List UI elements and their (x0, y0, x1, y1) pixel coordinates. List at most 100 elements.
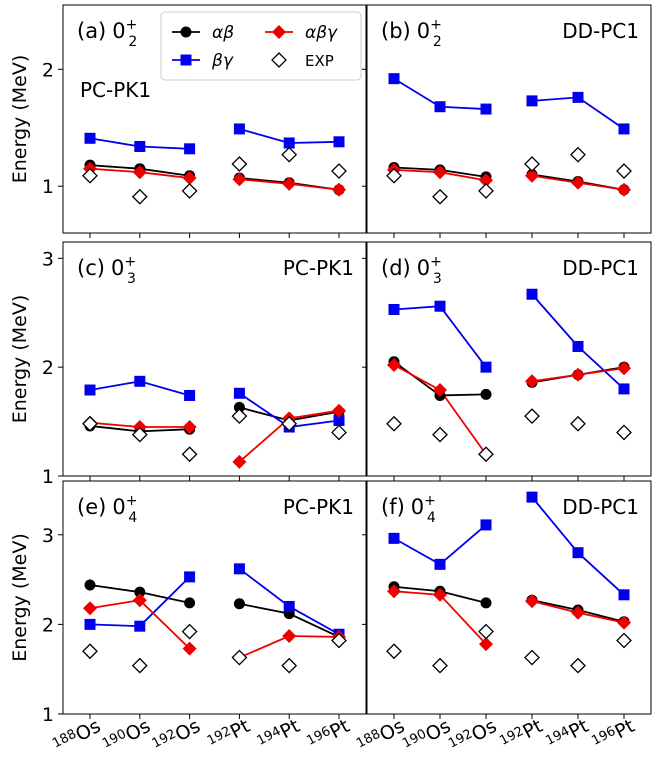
y-tick-label: 2 (42, 59, 54, 81)
isotope-element: Pt (227, 715, 254, 743)
state-sub: 4 (128, 510, 137, 526)
state-sub: 3 (433, 271, 442, 287)
point-bg (184, 571, 196, 583)
point-abg (232, 172, 247, 187)
state-base: 0 (417, 19, 430, 43)
point-bg (388, 73, 400, 85)
point-bg (134, 140, 146, 152)
point-exp (432, 188, 448, 205)
y-tick-label: 1 (42, 704, 54, 726)
panel-frame (62, 241, 367, 477)
y-tick-label: 2 (42, 357, 54, 379)
point-exp (386, 415, 402, 432)
point-abg (525, 374, 539, 389)
point-exp (181, 446, 198, 463)
point-exp (616, 163, 632, 179)
state-sub: 3 (127, 271, 136, 287)
point-abg (332, 182, 346, 197)
y-axis-label: Energy (MeV) (9, 533, 31, 661)
panel-5: (f) 0+ 4 DD-PC1 188Os190Os192Os192Pt194Pt196… (354, 480, 652, 758)
isotope-element: Os (122, 715, 154, 746)
model-label: DD-PC1 (562, 19, 639, 43)
panel-letter: (d) (381, 256, 411, 280)
legend: αβ αβγ βγ EXP (160, 11, 362, 81)
isotope-element: Os (172, 715, 204, 746)
point-abg (617, 361, 631, 376)
point-abg (132, 593, 147, 608)
state-base: 0 (411, 495, 424, 519)
point-abg (617, 182, 631, 197)
x-tick-label: 196Pt (589, 715, 638, 755)
panel-label: (e) 0+ 4 (77, 493, 137, 526)
state-base: 0 (111, 256, 124, 280)
point-bg (233, 123, 245, 135)
model-label: DD-PC1 (562, 495, 639, 519)
point-exp (131, 188, 148, 205)
panel-letter: (f) (381, 495, 405, 519)
point-exp (281, 657, 298, 674)
isotope-element: Pt (277, 715, 304, 743)
point-bg (283, 600, 295, 612)
point-bg (480, 103, 492, 115)
panel-letter: (a) (77, 19, 106, 43)
panel-frame (366, 4, 652, 234)
model-label: PC-PK1 (283, 495, 354, 519)
point-abg (182, 420, 197, 435)
panel-letter: (e) (77, 495, 106, 519)
point-exp (331, 424, 347, 441)
isotope-element: Os (468, 715, 500, 746)
y-axis-label: Energy (MeV) (9, 295, 31, 423)
x-tick-label: 192Pt (497, 715, 546, 755)
x-tick-label: 192Pt (205, 715, 254, 755)
model-label: DD-PC1 (562, 256, 639, 280)
x-tick-label: 188Os (50, 715, 104, 758)
point-abg (571, 367, 585, 382)
panel-frame (366, 241, 652, 477)
point-abg (479, 637, 493, 652)
x-tick-label: 190Os (400, 715, 454, 758)
point-abg (525, 594, 539, 609)
x-tick-label: 194Pt (255, 715, 304, 755)
point-abg (232, 454, 247, 469)
point-abg (387, 357, 401, 372)
point-abg (282, 629, 297, 644)
point-ab (233, 401, 245, 413)
point-exp (131, 657, 148, 674)
point-abg (571, 175, 585, 190)
point-bg (572, 547, 584, 559)
state-sup: + (126, 493, 138, 509)
panel-1: (b) 0+ 2 DD-PC1 (362, 4, 652, 238)
point-bg (434, 300, 446, 312)
point-bg (572, 340, 584, 352)
point-exp (478, 182, 494, 199)
point-bg (618, 123, 630, 135)
point-bg (434, 558, 446, 570)
legend-label: αβ (212, 23, 234, 43)
legend-box (160, 11, 362, 81)
point-bg (388, 303, 400, 315)
y-tick-label: 1 (42, 176, 54, 198)
series-line-bg-0 (393, 305, 487, 368)
point-bg (480, 361, 492, 373)
legend-label: αβγ (305, 23, 338, 43)
point-abg (479, 173, 493, 188)
x-tick-label: 192Os (446, 715, 500, 758)
point-ab (84, 579, 96, 591)
point-exp (478, 623, 494, 640)
legend-marker-abg (272, 25, 286, 39)
legend-marker-ab (180, 26, 192, 38)
panel-frame (62, 4, 367, 234)
legend-label: EXP (305, 52, 334, 70)
y-tick-label: 2 (42, 614, 54, 636)
point-bg (233, 387, 245, 399)
isotope-element: Pt (326, 715, 353, 743)
panel-frame (62, 480, 367, 715)
point-exp (432, 426, 448, 443)
point-bg (134, 620, 146, 632)
point-bg (134, 375, 146, 387)
point-exp (181, 182, 198, 199)
panel-label: (f) 0+ 4 (381, 493, 436, 526)
point-ab (233, 598, 245, 610)
state-sub: 4 (427, 510, 436, 526)
